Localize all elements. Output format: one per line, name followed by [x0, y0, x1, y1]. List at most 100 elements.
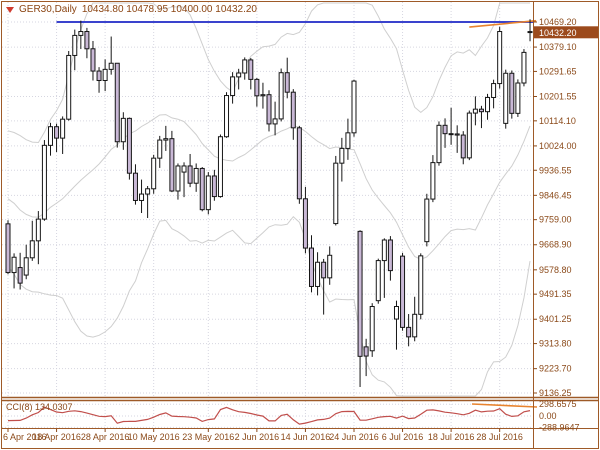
candle — [217, 136, 223, 198]
candle — [224, 95, 230, 138]
candle — [333, 162, 339, 225]
candle — [29, 240, 35, 259]
time-axis-label: 24 Jun 2016 — [329, 432, 379, 442]
candle — [472, 108, 478, 114]
candle — [205, 175, 211, 211]
candle — [181, 165, 187, 173]
candle — [497, 31, 503, 85]
time-axis-label: 10 May 2016 — [128, 432, 180, 442]
price-axis-label: 9668.90 — [539, 240, 572, 250]
candle — [436, 124, 442, 164]
candle — [302, 198, 308, 249]
cci-axis-label: 0.00 — [539, 411, 557, 421]
time-axis-label: 28 Apr 2016 — [81, 432, 130, 442]
candle — [260, 94, 266, 97]
candle — [120, 117, 126, 143]
candle — [66, 54, 72, 120]
price-axis-label: 9491.35 — [539, 289, 572, 299]
candle — [442, 124, 448, 135]
candle — [387, 239, 393, 272]
price-axis-label: 10291.65 — [539, 66, 577, 76]
candle — [454, 133, 460, 136]
candle — [17, 267, 23, 284]
candle — [242, 59, 248, 74]
time-axis-label: 23 May 2016 — [182, 432, 234, 442]
candle — [72, 34, 78, 56]
candle — [521, 51, 527, 84]
price-axis-label: 9936.55 — [539, 165, 572, 175]
candle — [90, 48, 96, 72]
candle — [272, 118, 278, 125]
price-axis-label: 9401.25 — [539, 314, 572, 324]
candle — [515, 82, 521, 114]
candle — [351, 80, 357, 134]
price-axis-label: 9846.45 — [539, 190, 572, 200]
current-price-value: 10432.20 — [539, 28, 577, 38]
candle — [41, 144, 47, 220]
symbol-dropdown-icon[interactable] — [6, 6, 14, 13]
candle — [491, 83, 497, 98]
candle — [96, 70, 102, 82]
price-axis-label: 10024.00 — [539, 141, 577, 151]
candle — [345, 132, 351, 149]
candle — [126, 117, 132, 174]
candle — [47, 126, 53, 146]
time-axis-label: 18 Apr 2016 — [32, 432, 81, 442]
candle — [278, 72, 284, 120]
candle — [54, 126, 60, 139]
candle — [290, 91, 296, 129]
candle — [315, 261, 321, 287]
candle — [199, 167, 205, 211]
cci-line — [7, 406, 531, 425]
candle — [375, 260, 381, 302]
bollinger-upper-band — [7, 2, 530, 144]
trendline-cci[interactable] — [471, 403, 538, 408]
candle — [393, 306, 399, 320]
candle — [503, 72, 509, 124]
price-axis-label: 10114.10 — [539, 116, 576, 126]
candle — [23, 257, 29, 276]
price-axis-label: 9223.70 — [539, 364, 572, 374]
candle — [78, 31, 84, 36]
candle — [211, 175, 217, 198]
candle — [412, 313, 418, 338]
candle — [400, 255, 406, 328]
candle — [114, 62, 120, 143]
candle — [236, 72, 242, 78]
candle — [163, 138, 169, 141]
time-axis-label: 18 Jul 2016 — [428, 432, 475, 442]
time-axis-label: 2 Jun 2016 — [235, 432, 280, 442]
cci-axis-label: -288.9647 — [539, 422, 580, 432]
candle — [230, 76, 236, 97]
candle — [466, 112, 472, 159]
candle — [309, 247, 314, 287]
candle — [381, 239, 387, 262]
candle — [478, 108, 484, 113]
bollinger-middle-band — [7, 114, 531, 260]
candle — [139, 193, 145, 201]
candle — [369, 306, 375, 352]
price-axis-label: 10379.10 — [539, 42, 577, 52]
candle — [169, 138, 175, 192]
price-axis-label: 9136.25 — [539, 388, 572, 398]
candle — [157, 139, 163, 159]
candle — [266, 94, 272, 125]
price-axis-label: 9313.80 — [539, 339, 572, 349]
bollinger-lower-band — [7, 215, 531, 397]
candle — [35, 218, 41, 242]
candle — [296, 127, 302, 200]
time-axis-label: 14 Jun 2016 — [281, 432, 331, 442]
price-axis-label: 9578.80 — [539, 265, 572, 275]
trendline-main[interactable] — [469, 19, 537, 28]
candle — [485, 96, 491, 113]
candle — [424, 198, 430, 243]
candle — [363, 346, 369, 357]
candle — [327, 254, 333, 279]
candle — [357, 230, 363, 357]
candle — [509, 72, 515, 114]
candle — [11, 256, 17, 274]
candle — [248, 59, 254, 80]
